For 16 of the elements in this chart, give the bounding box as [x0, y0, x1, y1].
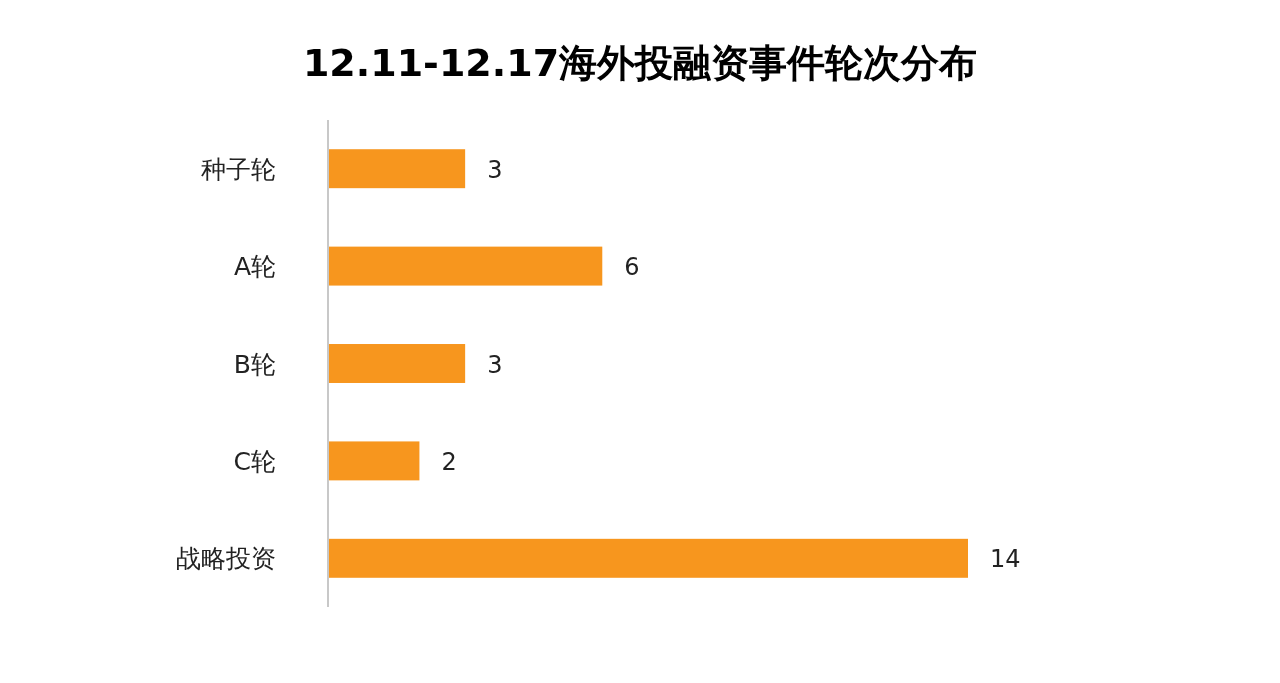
data-label: 3 — [487, 155, 503, 184]
bar — [328, 344, 466, 383]
y-tick-label: A轮 — [233, 252, 276, 282]
bar — [328, 246, 603, 286]
bar — [328, 441, 420, 481]
bar — [328, 149, 466, 189]
data-label: 14 — [990, 545, 1021, 574]
data-label: 3 — [487, 350, 503, 379]
y-tick-label: C轮 — [233, 446, 276, 476]
y-tick-label: B轮 — [233, 349, 276, 379]
data-label: 6 — [624, 253, 640, 282]
data-label: 2 — [441, 447, 457, 476]
bar — [328, 538, 968, 578]
chart-title: 12.11-12.17海外投融资事件轮次分布 — [302, 41, 978, 85]
y-tick-label: 战略投资 — [176, 544, 276, 574]
y-tick-label: 种子轮 — [201, 154, 276, 184]
